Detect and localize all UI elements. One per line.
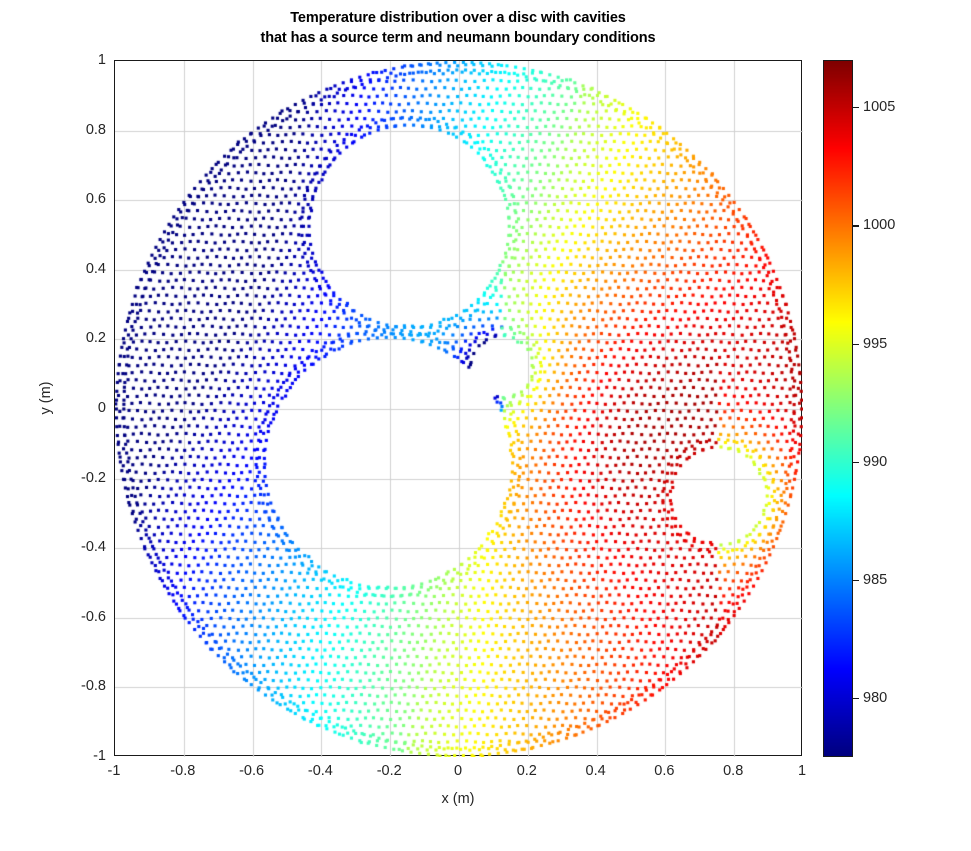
colorbar-gradient xyxy=(824,61,852,756)
y-tick-label: -0.6 xyxy=(81,608,106,625)
x-tick-label: -0.4 xyxy=(307,763,333,779)
y-tick-label: 0.8 xyxy=(85,121,106,138)
x-axis-label: x (m) xyxy=(441,791,475,807)
title-line-1: Temperature distribution over a disc wit… xyxy=(290,10,626,26)
x-tick-label: -0.2 xyxy=(376,763,402,779)
x-tick-label: 0.6 xyxy=(654,763,675,779)
colorbar-tick-mark xyxy=(853,697,859,700)
page-title: Temperature distribution over a disc wit… xyxy=(114,8,802,48)
colorbar-tick-label: 980 xyxy=(863,689,888,706)
y-axis-label: y (m) xyxy=(38,381,54,415)
y-tick-label: -0.8 xyxy=(81,678,106,695)
colorbar-tick-label: 990 xyxy=(863,453,888,470)
x-tick-label: 1 xyxy=(797,763,807,779)
colorbar-tick-mark xyxy=(853,107,859,109)
colorbar-tick-label: 1000 xyxy=(863,217,896,234)
colorbar-tick-mark xyxy=(853,461,859,463)
x-tick-label: -0.8 xyxy=(170,763,196,779)
y-tick-label: 0.2 xyxy=(85,330,106,347)
x-tick-label: 0 xyxy=(453,763,463,779)
x-tick-label: 0.2 xyxy=(516,763,537,779)
x-tick-label: -0.6 xyxy=(239,763,265,779)
x-tick-label: 0.8 xyxy=(723,763,744,779)
x-tick-label: -1 xyxy=(107,763,121,779)
y-tick-label: 0.6 xyxy=(85,191,106,208)
x-tick-label: 0.4 xyxy=(585,763,606,779)
y-tick-label: -0.4 xyxy=(81,539,106,556)
colorbar-tick-mark xyxy=(853,225,859,227)
plot-axes xyxy=(114,60,803,757)
colorbar xyxy=(823,60,853,757)
scatter-plot-canvas xyxy=(115,61,803,757)
colorbar-tick-label: 995 xyxy=(863,335,888,352)
y-tick-label: -1 xyxy=(93,748,106,764)
y-tick-label: 0 xyxy=(97,400,106,416)
colorbar-tick-label: 1005 xyxy=(863,99,896,116)
y-tick-label: 1 xyxy=(97,52,106,68)
y-tick-label: -0.2 xyxy=(81,469,106,486)
colorbar-tick-mark xyxy=(853,343,859,345)
colorbar-tick-mark xyxy=(853,579,859,581)
title-line-2: that has a source term and neumann bound… xyxy=(260,30,656,46)
colorbar-tick-label: 985 xyxy=(863,571,888,588)
y-tick-label: 0.4 xyxy=(85,260,106,277)
